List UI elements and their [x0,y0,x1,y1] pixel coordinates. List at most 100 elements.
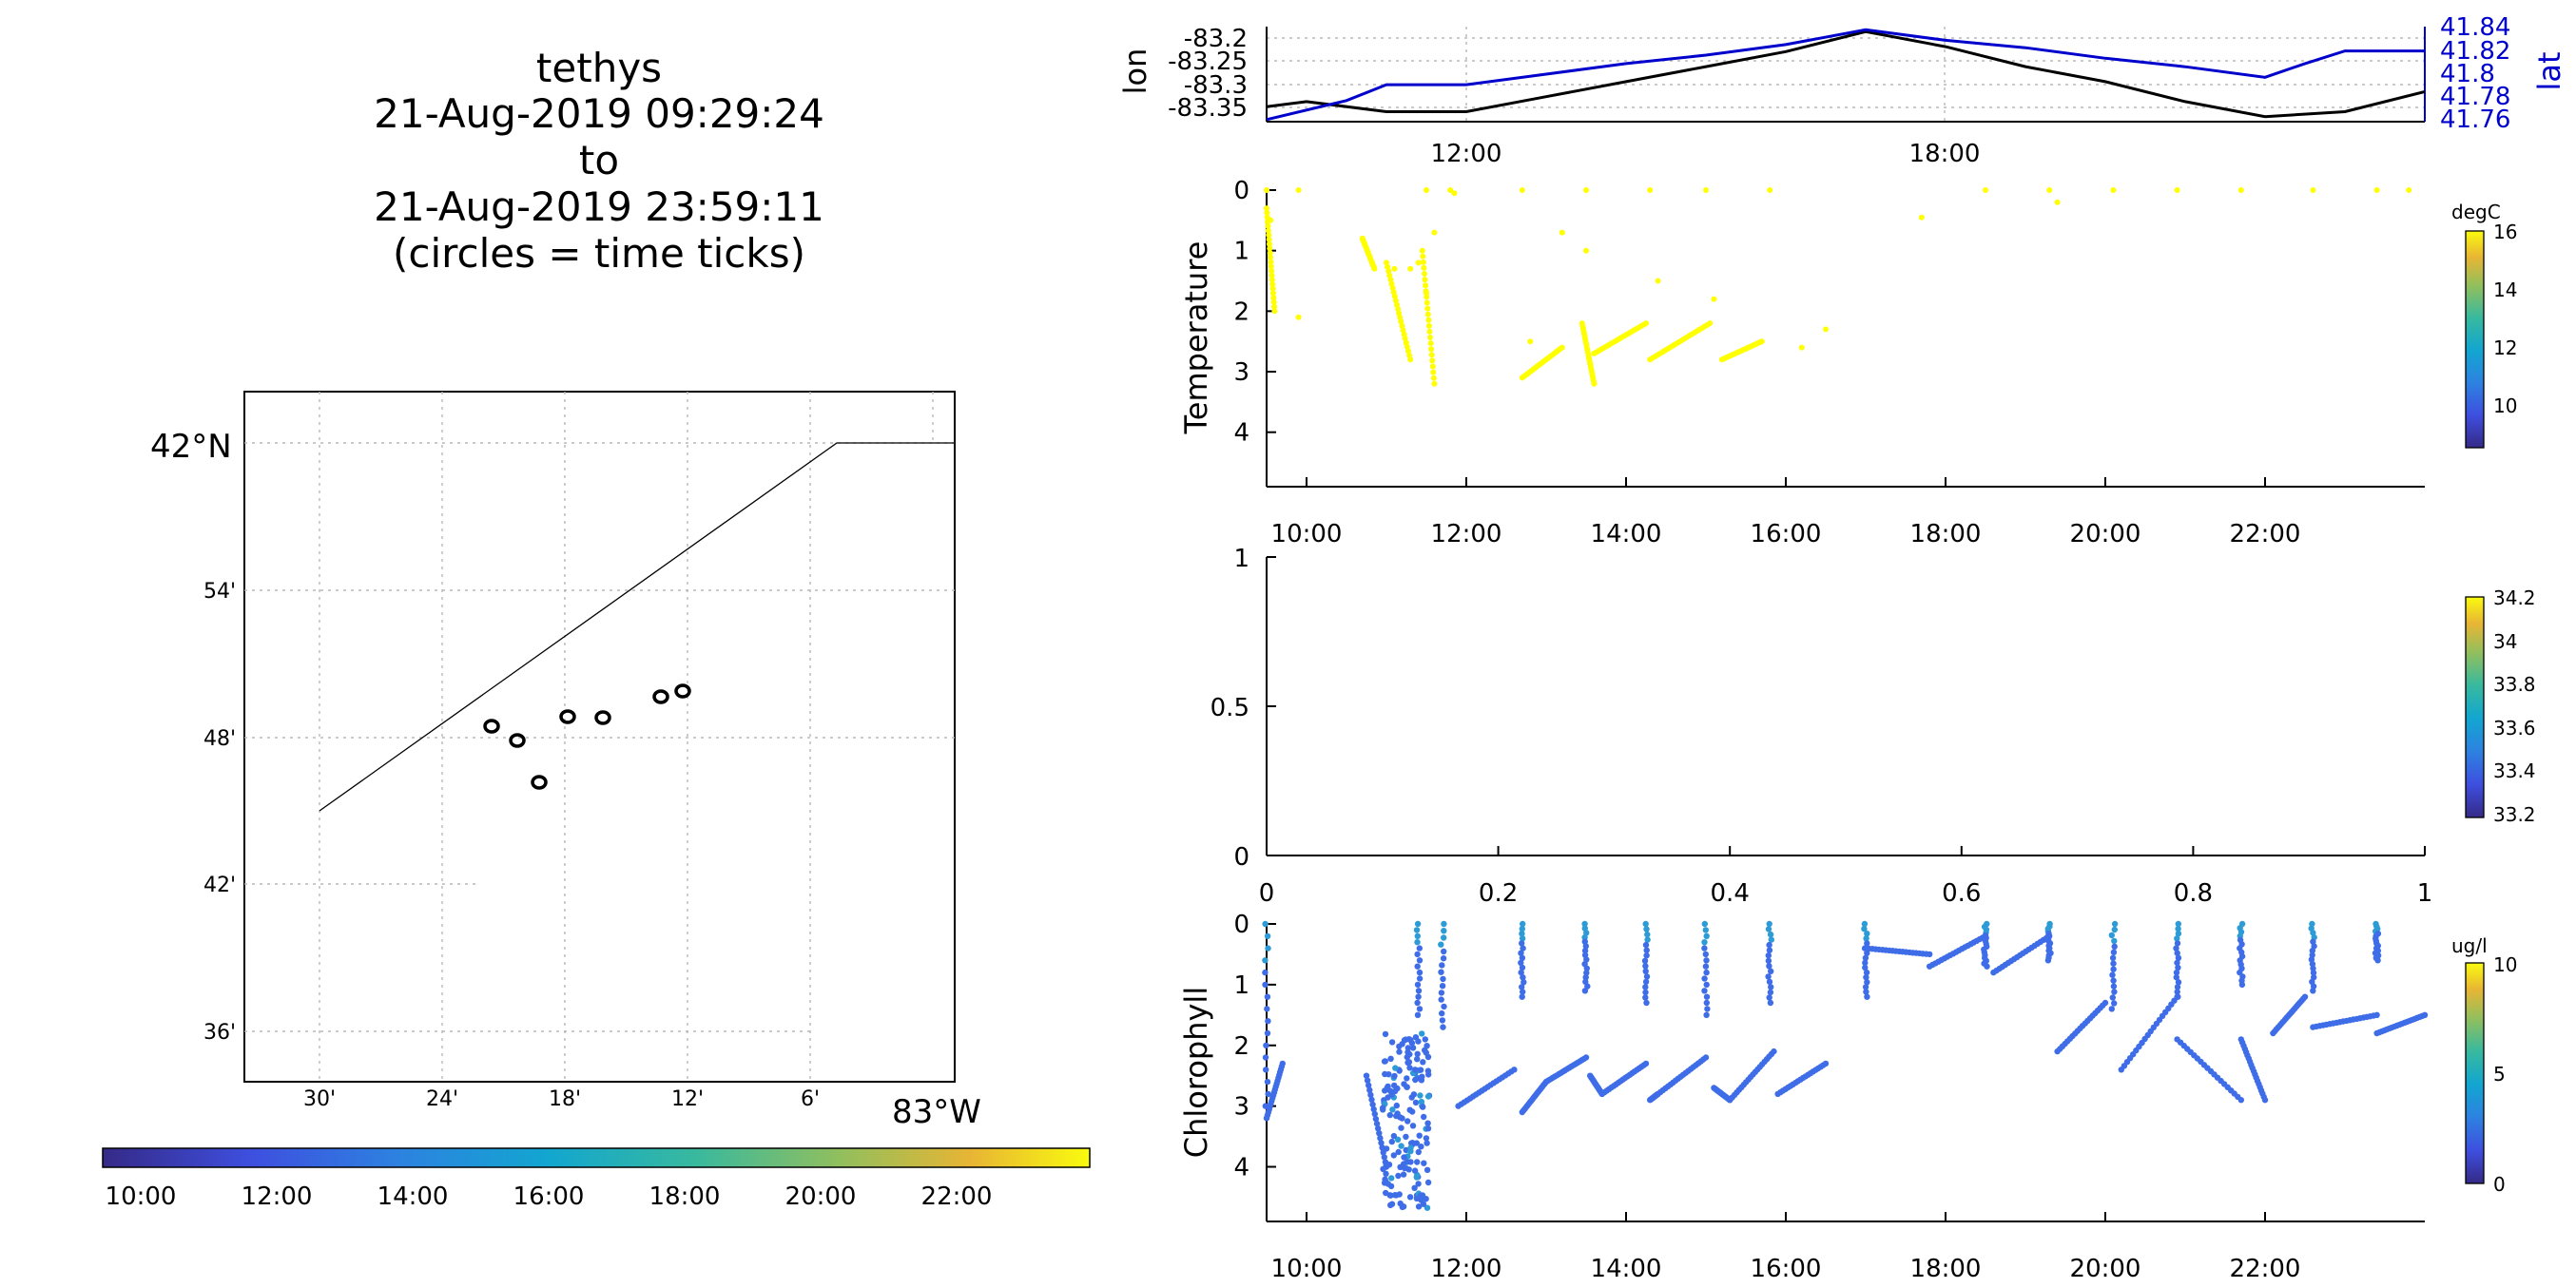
temperature-point [1424,311,1431,317]
temperature-point [1431,380,1438,387]
temperature-y-tick-2: 2 [1233,298,1249,326]
temperature-point [1407,265,1414,272]
chlorophyll-point [2173,945,2179,952]
chlorophyll-point [2109,971,2116,978]
chlorophyll-point [1378,1140,1385,1146]
chlorophyll-point [1766,994,1772,1001]
chlorophyll-point [1864,979,1870,986]
temperature-point [1703,187,1709,193]
chlorophyll-point [1417,1092,1424,1099]
chlorophyll-point [1265,1018,1271,1025]
salinity-x-tick-0: 0 [1259,879,1275,908]
chlorophyll-point [1765,926,1772,932]
temperature-point [1402,336,1408,342]
temperature-point [1429,363,1436,370]
chlorophyll-point [1416,945,1424,952]
chlorophyll-point [1765,952,1772,959]
title-line-3: to [579,137,619,183]
chlorophyll-point [1262,957,1269,964]
lon-tick-3: -83.35 [1168,94,1248,123]
temperature-cb-tick-0: 16 [2493,221,2517,243]
map-marker [594,710,611,725]
salinity-y-tick-2: 0 [1233,843,1249,872]
lat-axis-label: lat [2531,51,2567,90]
chlorophyll-x-tick-6: 22:00 [2230,1255,2301,1283]
chlorophyll-point [1519,993,1525,1000]
map-lon-tick-1: 24' [426,1087,458,1111]
chlorophyll-y-tick-2: 2 [1233,1032,1249,1061]
chlorophyll-point [2175,979,2182,986]
salinity-colorbar: 34.2 34 33.8 33.6 33.4 33.2 [2465,586,2536,826]
chlorophyll-point [2261,1097,2269,1104]
lon-tick-2: -83.3 [1184,71,1248,100]
temperature-point [1591,380,1598,387]
chlorophyll-point [1265,1090,1271,1098]
chlorophyll-point [1767,989,1774,996]
chlorophyll-point [1416,975,1424,982]
temperature-point [1265,219,1271,225]
chlorophyll-point [1363,1072,1370,1079]
chlorophyll-point [1376,1130,1383,1137]
chlorophyll-point [1643,952,1650,959]
chlorophyll-point [1413,927,1421,933]
chlorophyll-point [1441,948,1447,955]
chlorophyll-point [1415,988,1423,994]
chlorophyll-point [2310,965,2316,971]
temperature-point [1421,264,1427,271]
chlorophyll-point [1371,1110,1379,1118]
chlorophyll-point [1440,955,1447,962]
chlorophyll-point [2174,940,2181,947]
chlorophyll-point [1383,1170,1389,1178]
temperature-point [1268,254,1273,260]
map-lon-tick-5: 83°W [892,1093,981,1131]
lon-tick-1: -83.25 [1168,48,1248,76]
chlorophyll-point [1768,984,1774,990]
chlorophyll-point [2174,993,2180,1000]
chlorophyll-point [1385,1181,1392,1187]
chlorophyll-point [1404,1053,1411,1061]
time-colorbar-label-4: 18:00 [649,1182,721,1211]
lat-tick-0: 41.84 [2440,13,2510,42]
chlorophyll-point [1381,1154,1388,1161]
temperature-colorbar: degC 16 14 12 10 [2451,201,2517,449]
chlorophyll-point [1369,1101,1376,1108]
temperature-point [1405,348,1411,355]
temperature-point [1426,328,1433,335]
chlorophyll-point [1380,1106,1386,1113]
chlorophyll-point [1518,959,1524,967]
chlorophyll-point [1419,1030,1425,1037]
temperature-point [2054,199,2061,205]
chlorophyll-point [1390,1152,1398,1159]
chlorophyll-point [1414,951,1421,958]
chlorophyll-point [1768,936,1775,943]
temperature-point [1983,187,1988,193]
chlorophyll-point [1766,978,1773,986]
temperature-x-tick-5: 20:00 [2070,520,2141,548]
chlorophyll-point [1701,975,1708,982]
salinity-x-tick-2: 0.4 [1711,879,1750,908]
chlorophyll-point [2174,950,2180,956]
temperature-point [2237,187,2244,193]
chlorophyll-point [1438,969,1444,975]
chlorophyll-point [1385,1071,1392,1078]
temperature-point [1655,278,1661,284]
chlorophyll-point [1262,1054,1269,1061]
chlorophyll-point [1424,1067,1432,1074]
chlorophyll-point [1388,1091,1395,1098]
salinity-cb-tick-3: 33.6 [2493,717,2536,740]
chlorophyll-point [1424,1166,1431,1174]
chlorophyll-point [1365,1082,1372,1089]
chlorophyll-point [1584,983,1591,990]
chlorophyll-point [1396,1191,1403,1198]
chlorophyll-point [1411,1184,1418,1192]
chlorophyll-point [2111,989,2118,995]
salinity-x-tick-5: 1 [2417,879,2433,908]
chlorophyll-point [1441,928,1447,934]
temperature-x-tick-1: 12:00 [1431,520,1502,548]
chlorophyll-point [1581,988,1589,994]
chlorophyll-point [1414,981,1422,989]
temperature-point [1265,227,1271,234]
chlorophyll-point [2110,966,2117,972]
chlorophyll-point [1424,1053,1432,1061]
chlorophyll-point [1421,1113,1427,1121]
